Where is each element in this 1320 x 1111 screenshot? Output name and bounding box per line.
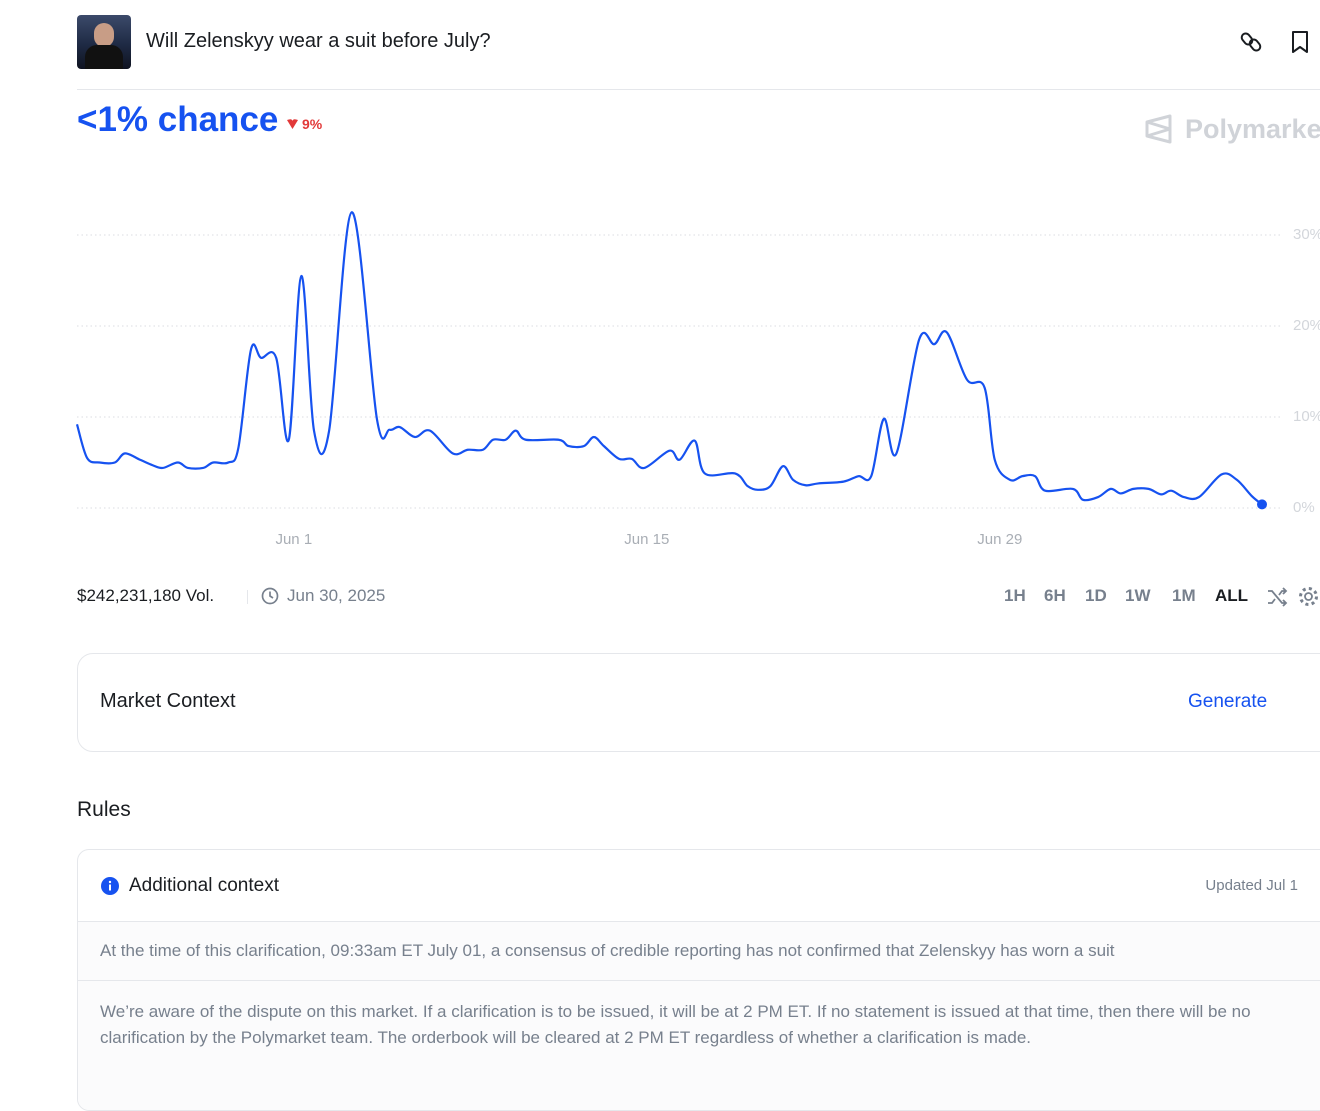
rules-title: Rules <box>77 798 131 821</box>
context-paragraph: At the time of this clarification, 09:33… <box>100 941 1115 960</box>
range-button[interactable]: 1W <box>1125 586 1151 605</box>
y-tick-label: 20% <box>1293 317 1320 334</box>
link-icon[interactable] <box>1240 31 1262 53</box>
avatar <box>77 15 131 69</box>
generate-button[interactable]: Generate <box>1188 691 1268 712</box>
clock-icon <box>261 587 279 605</box>
range-button[interactable]: ALL <box>1215 586 1249 605</box>
end-date: Jun 30, 2025 <box>287 586 386 605</box>
change: 9% <box>302 116 323 132</box>
x-tick-label: Jun 1 <box>275 531 312 548</box>
down-icon <box>287 119 298 129</box>
price-line <box>75 211 1263 506</box>
chart: 0% 10% 20% 30% Jun 1 Jun 15 Jun 29 <box>75 211 1320 548</box>
x-tick-label: Jun 29 <box>977 531 1022 548</box>
page: Will Zelenskyy wear a suit before July? … <box>75 15 1320 1111</box>
x-tick-label: Jun 15 <box>624 531 669 548</box>
settings-icon[interactable] <box>1297 585 1320 608</box>
context-title: Additional context <box>129 875 279 896</box>
y-tick-label: 30% <box>1293 226 1320 243</box>
bookmark-icon[interactable] <box>1290 30 1310 54</box>
updated: Updated Jul 1 <box>1205 877 1298 894</box>
chance: <1% chance <box>77 100 279 139</box>
range-button[interactable]: 6H <box>1044 586 1066 605</box>
context-paragraph: We’re aware of the dispute on this marke… <box>100 1002 1251 1047</box>
volume: $242,231,180 Vol. <box>77 586 215 605</box>
brand-logo <box>1145 114 1172 144</box>
shuffle-icon[interactable] <box>1266 586 1288 608</box>
y-tick-label: 0% <box>1293 499 1315 516</box>
market-title: Will Zelenskyy wear a suit before July? <box>146 30 491 52</box>
brand-name: Polymarket <box>1185 114 1320 144</box>
range-button[interactable]: 1D <box>1085 586 1107 605</box>
y-tick-label: 10% <box>1293 408 1320 425</box>
divider <box>77 89 1320 90</box>
separator <box>247 590 248 604</box>
market-context-title: Market Context <box>100 690 236 712</box>
range-button[interactable]: 1H <box>1004 586 1026 605</box>
market-context-card <box>77 653 1320 752</box>
current-point <box>1257 499 1267 510</box>
info-icon <box>101 877 119 895</box>
range-button[interactable]: 1M <box>1172 586 1196 605</box>
